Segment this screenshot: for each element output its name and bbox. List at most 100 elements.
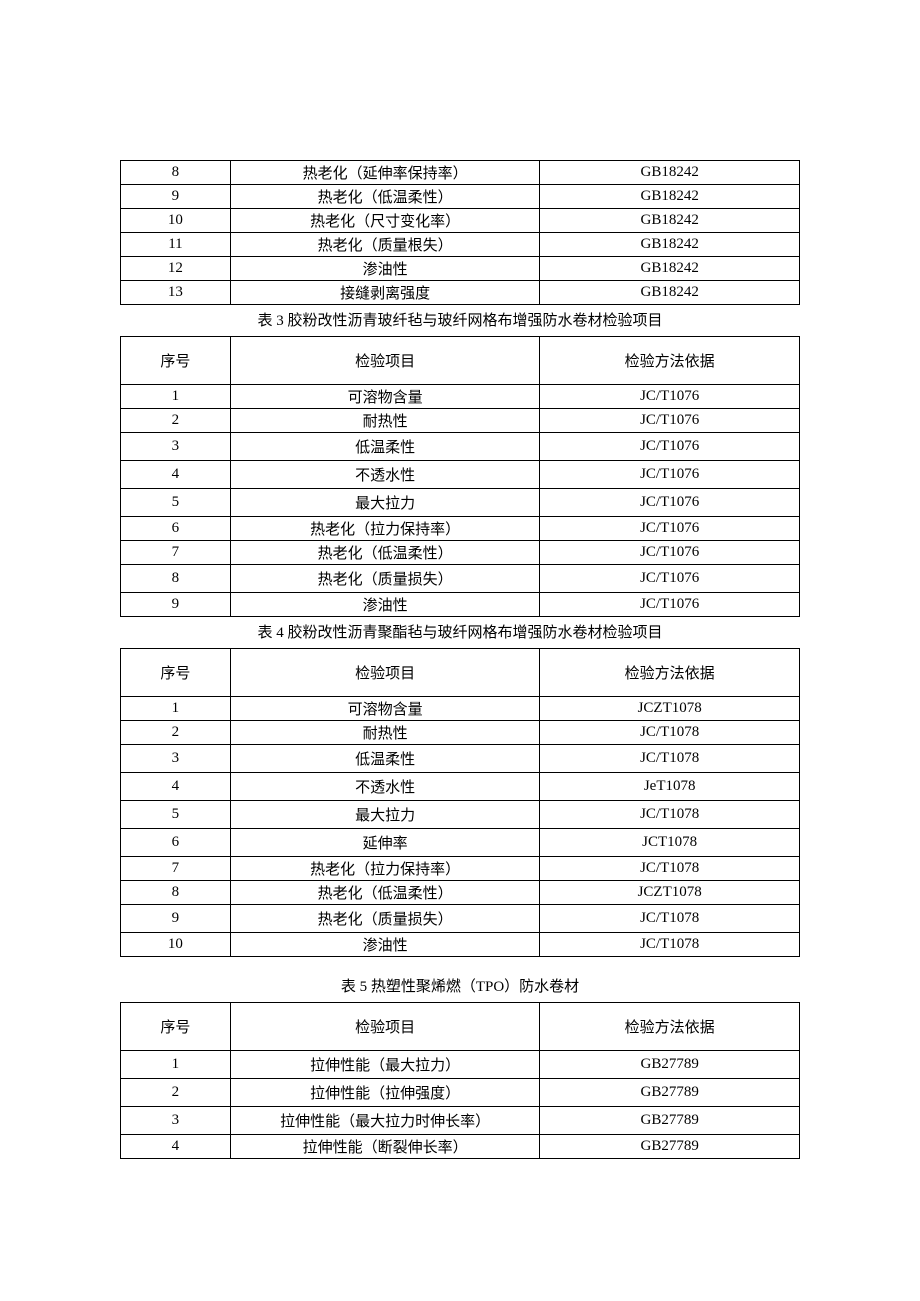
table-3-body: 1可溶物含量JC/T10762耐热性JC/T10763低温柔性JC/T10764… (121, 385, 800, 617)
cell-item: 热老化（延伸率保持率） (230, 161, 540, 185)
table-row: 1可溶物含量JC/T1076 (121, 385, 800, 409)
cell-item: 最大拉力 (230, 489, 540, 517)
cell-item: 低温柔性 (230, 433, 540, 461)
cell-method: JC/T1078 (540, 933, 800, 957)
cell-method: JC/T1076 (540, 565, 800, 593)
table-row: 4不透水性JC/T1076 (121, 461, 800, 489)
table-row: 13接缝剥离强度GB18242 (121, 281, 800, 305)
cell-method: JC/T1078 (540, 905, 800, 933)
table-2-partial: 8热老化（延伸率保持率）GB182429热老化（低温柔性）GB1824210热老… (120, 160, 800, 305)
cell-method: JC/T1076 (540, 461, 800, 489)
cell-item: 热老化（质量根失） (230, 233, 540, 257)
table-row: 9渗油性JC/T1076 (121, 593, 800, 617)
cell-idx: 7 (121, 541, 231, 565)
cell-method: GB18242 (540, 257, 800, 281)
cell-idx: 13 (121, 281, 231, 305)
cell-method: JC/T1078 (540, 857, 800, 881)
table-row: 12渗油性GB18242 (121, 257, 800, 281)
table-5-header-method: 检验方法依据 (540, 1003, 800, 1051)
cell-item: 热老化（低温柔性） (230, 185, 540, 209)
table-row: 5最大拉力JC/T1076 (121, 489, 800, 517)
cell-idx: 2 (121, 721, 231, 745)
cell-idx: 4 (121, 461, 231, 489)
table-2-body: 8热老化（延伸率保持率）GB182429热老化（低温柔性）GB1824210热老… (121, 161, 800, 305)
cell-item: 渗油性 (230, 593, 540, 617)
table-row: 7热老化（低温柔性）JC/T1076 (121, 541, 800, 565)
cell-method: JCZT1078 (540, 697, 800, 721)
cell-item: 热老化（低温柔性） (230, 541, 540, 565)
cell-idx: 1 (121, 697, 231, 721)
cell-method: JC/T1078 (540, 801, 800, 829)
table-row: 2拉伸性能（拉伸强度）GB27789 (121, 1079, 800, 1107)
cell-idx: 9 (121, 593, 231, 617)
table-row: 9热老化（质量损失）JC/T1078 (121, 905, 800, 933)
cell-item: 不透水性 (230, 773, 540, 801)
cell-idx: 5 (121, 801, 231, 829)
cell-idx: 7 (121, 857, 231, 881)
cell-idx: 11 (121, 233, 231, 257)
table-3-header-row: 序号 检验项目 检验方法依据 (121, 337, 800, 385)
table-5-header-item: 检验项目 (230, 1003, 540, 1051)
cell-item: 接缝剥离强度 (230, 281, 540, 305)
cell-method: GB18242 (540, 281, 800, 305)
cell-idx: 8 (121, 565, 231, 593)
cell-idx: 3 (121, 745, 231, 773)
cell-method: GB27789 (540, 1051, 800, 1079)
cell-method: JCZT1078 (540, 881, 800, 905)
cell-idx: 4 (121, 1135, 231, 1159)
cell-item: 延伸率 (230, 829, 540, 857)
cell-item: 耐热性 (230, 409, 540, 433)
table-5-caption: 表 5 热塑性聚烯燃（TPO）防水卷材 (120, 975, 800, 996)
cell-item: 热老化（拉力保持率） (230, 857, 540, 881)
cell-method: GB18242 (540, 185, 800, 209)
cell-idx: 9 (121, 185, 231, 209)
cell-method: GB27789 (540, 1107, 800, 1135)
cell-idx: 12 (121, 257, 231, 281)
cell-item: 可溶物含量 (230, 697, 540, 721)
cell-idx: 6 (121, 829, 231, 857)
cell-item: 不透水性 (230, 461, 540, 489)
cell-item: 热老化（尺寸变化率） (230, 209, 540, 233)
cell-idx: 8 (121, 161, 231, 185)
table-row: 10渗油性JC/T1078 (121, 933, 800, 957)
table-4-header-row: 序号 检验项目 检验方法依据 (121, 649, 800, 697)
cell-method: JC/T1076 (540, 409, 800, 433)
table-row: 3拉伸性能（最大拉力时伸长率）GB27789 (121, 1107, 800, 1135)
cell-method: JC/T1076 (540, 385, 800, 409)
cell-idx: 5 (121, 489, 231, 517)
table-4-header-method: 检验方法依据 (540, 649, 800, 697)
cell-method: JCT1078 (540, 829, 800, 857)
cell-method: GB27789 (540, 1079, 800, 1107)
cell-idx: 3 (121, 1107, 231, 1135)
table-4-header-idx: 序号 (121, 649, 231, 697)
table-row: 8热老化（质量损失）JC/T1076 (121, 565, 800, 593)
cell-method: JC/T1076 (540, 517, 800, 541)
cell-item: 热老化（低温柔性） (230, 881, 540, 905)
cell-idx: 1 (121, 1051, 231, 1079)
table-4: 序号 检验项目 检验方法依据 1可溶物含量JCZT10782耐热性JC/T107… (120, 648, 800, 957)
cell-method: JeT1078 (540, 773, 800, 801)
table-row: 11热老化（质量根失）GB18242 (121, 233, 800, 257)
table-row: 4不透水性JeT1078 (121, 773, 800, 801)
cell-idx: 8 (121, 881, 231, 905)
cell-idx: 2 (121, 1079, 231, 1107)
table-4-caption: 表 4 胶粉改性沥青聚酯毡与玻纤网格布增强防水卷材检验项目 (120, 621, 800, 642)
cell-method: GB18242 (540, 161, 800, 185)
cell-idx: 10 (121, 209, 231, 233)
table-3: 序号 检验项目 检验方法依据 1可溶物含量JC/T10762耐热性JC/T107… (120, 336, 800, 617)
table-3-header-idx: 序号 (121, 337, 231, 385)
table-3-header-item: 检验项目 (230, 337, 540, 385)
cell-idx: 6 (121, 517, 231, 541)
cell-method: JC/T1078 (540, 721, 800, 745)
table-row: 3低温柔性JC/T1076 (121, 433, 800, 461)
table-row: 6延伸率JCT1078 (121, 829, 800, 857)
cell-item: 低温柔性 (230, 745, 540, 773)
cell-idx: 3 (121, 433, 231, 461)
table-row: 5最大拉力JC/T1078 (121, 801, 800, 829)
table-row: 7热老化（拉力保持率）JC/T1078 (121, 857, 800, 881)
cell-method: JC/T1076 (540, 433, 800, 461)
table-row: 2耐热性JC/T1078 (121, 721, 800, 745)
table-5-header-idx: 序号 (121, 1003, 231, 1051)
cell-item: 热老化（质量损失） (230, 565, 540, 593)
cell-item: 拉伸性能（最大拉力时伸长率） (230, 1107, 540, 1135)
